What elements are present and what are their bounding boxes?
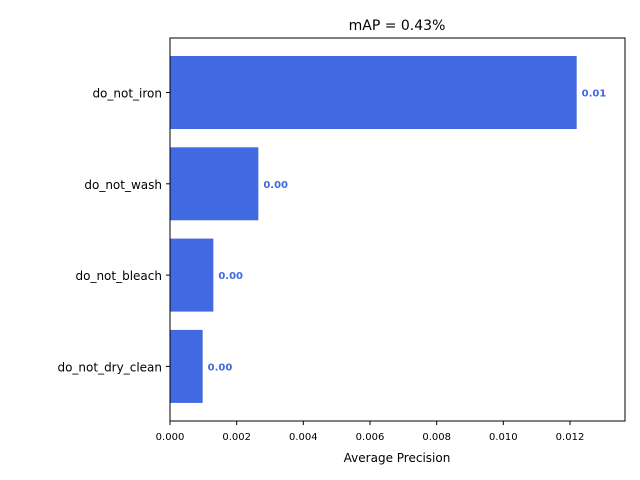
- x-axis-label: Average Precision: [344, 451, 451, 465]
- category-labels: do_not_iron do_not_wash do_not_bleach do_no…: [57, 87, 170, 374]
- x-tick-label: 0.012: [556, 432, 585, 443]
- x-tick-label: 0.010: [489, 432, 518, 443]
- data-label: 0.00: [263, 180, 288, 191]
- bar-do-not-dry-clean: [170, 329, 203, 403]
- category-label: do_not_dry_clean: [57, 360, 162, 374]
- x-tick-label: 0.002: [222, 432, 251, 443]
- chart-title: mAP = 0.43%: [349, 18, 446, 34]
- x-tick-label: 0.004: [289, 432, 318, 443]
- x-axis-ticks: 0.000 0.002 0.004 0.006 0.008 0.010 0.012: [156, 421, 585, 443]
- category-label: do_not_bleach: [75, 269, 162, 283]
- plot-frame: [169, 37, 626, 422]
- x-tick-label: 0.006: [356, 432, 385, 443]
- bar-do-not-wash: [170, 147, 259, 221]
- bars-group: 0.01 0.00 0.00 0.00: [170, 56, 606, 403]
- data-label: 0.01: [582, 89, 607, 100]
- category-label: do_not_iron: [92, 87, 162, 101]
- x-tick-label: 0.000: [156, 432, 185, 443]
- bar-do-not-iron: [170, 56, 577, 129]
- category-label: do_not_wash: [84, 178, 162, 192]
- x-tick-label: 0.008: [422, 432, 451, 443]
- bar-do-not-bleach: [170, 238, 214, 312]
- data-label: 0.00: [208, 362, 233, 373]
- data-label: 0.00: [218, 271, 243, 282]
